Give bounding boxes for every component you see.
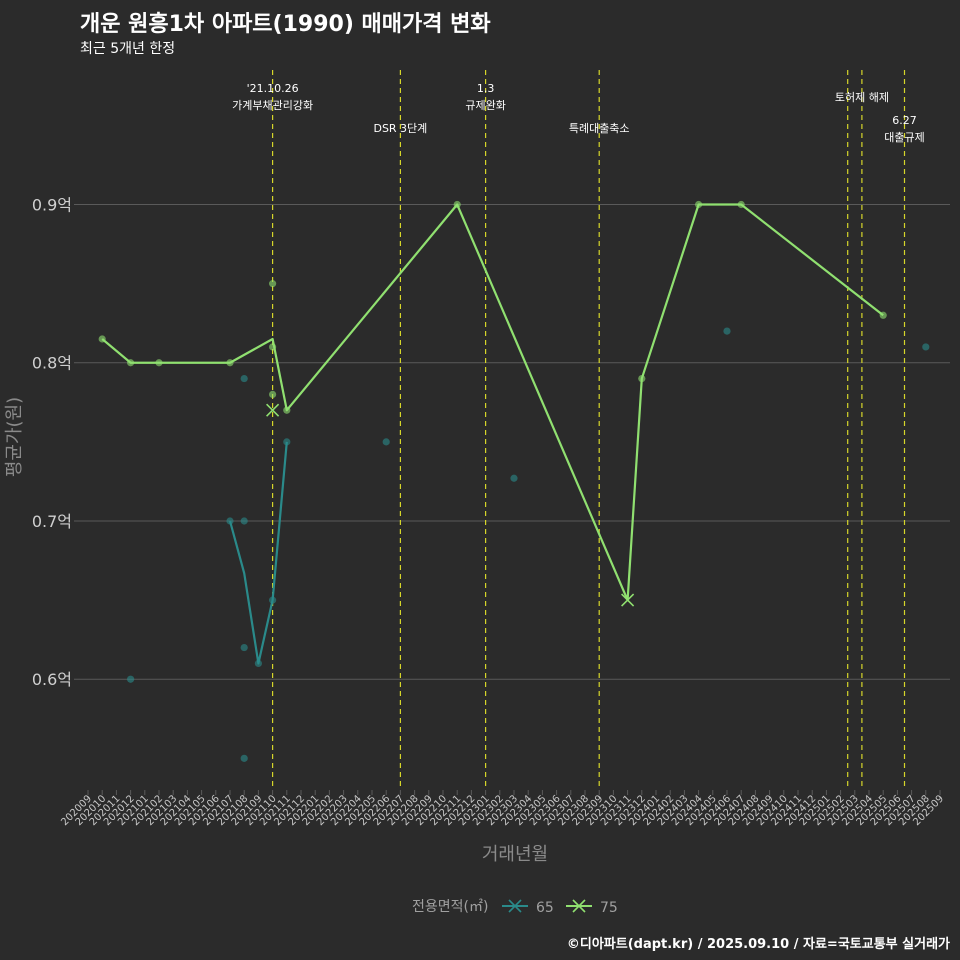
grid-lines xyxy=(80,204,950,680)
data-point-75 xyxy=(737,200,745,209)
series-layer xyxy=(98,200,930,762)
data-point-65 xyxy=(240,374,248,383)
data-point-65 xyxy=(269,596,277,604)
x-axis-title: 거래년월 xyxy=(482,844,548,865)
event-label: '21.10.26 xyxy=(247,82,299,95)
y-tick-label: 0.9억 xyxy=(32,196,72,215)
event-label: 규제완화 xyxy=(465,99,505,112)
data-point-75 xyxy=(269,343,277,351)
event-label: 토허제 해제 xyxy=(835,90,889,104)
legend-label: 65 xyxy=(536,900,554,916)
y-tick-label: 0.8억 xyxy=(32,354,72,373)
data-point-65 xyxy=(127,675,135,683)
data-point-75 xyxy=(226,359,234,367)
data-point-65 xyxy=(382,438,390,446)
data-point-65 xyxy=(283,438,291,446)
data-point-75 xyxy=(283,406,291,414)
event-label: 6.27 xyxy=(892,114,917,127)
cross-marker-75 xyxy=(621,593,635,607)
legend-item-65[interactable]: 65 xyxy=(502,899,554,916)
event-label: 1.3 xyxy=(477,82,495,95)
data-point-75 xyxy=(155,359,163,367)
legend-swatch-cross xyxy=(508,899,522,913)
data-point-75 xyxy=(269,390,277,398)
data-point-75 xyxy=(879,311,887,319)
cross-marker-75 xyxy=(266,403,280,417)
y-tick-label: 0.6억 xyxy=(32,670,72,689)
y-axis-ticks: 0.6억 0.7억 0.8억 0.9억 xyxy=(32,196,80,689)
cross-stroke xyxy=(621,593,635,607)
y-axis-title: 평균가(원) xyxy=(4,397,25,477)
legend-title: 전용면적(㎡) xyxy=(412,899,488,915)
series-line-65 xyxy=(228,441,288,665)
data-point-65 xyxy=(254,659,262,668)
series-line-75 xyxy=(101,203,884,602)
data-point-65 xyxy=(510,474,518,482)
data-point-75 xyxy=(127,359,135,367)
data-point-65 xyxy=(922,343,930,351)
event-label: 대출규제 xyxy=(884,131,924,144)
legend-swatch-cross xyxy=(572,899,586,913)
data-point-75 xyxy=(269,280,277,288)
cross-stroke xyxy=(266,403,280,417)
data-point-75 xyxy=(453,200,461,209)
data-point-75 xyxy=(695,200,703,209)
series-75 xyxy=(98,200,887,607)
x-axis-ticks: 2020092020102020112020122021012021022021… xyxy=(59,790,946,828)
chart-subtitle: 최근 5개년 한정 xyxy=(80,41,176,57)
y-tick-label: 0.7억 xyxy=(32,512,72,531)
series-65 xyxy=(127,327,930,762)
event-label: 특례대출축소 xyxy=(569,122,630,135)
chart-title: 개운 원흥1차 아파트(1990) 매매가격 변화 xyxy=(80,12,491,37)
data-point-65 xyxy=(240,517,248,525)
footer-credit: ©디아파트(dapt.kr) / 2025.09.10 / 자료=국토교통부 실… xyxy=(566,937,950,952)
event-label: 가계부채관리강화 xyxy=(232,99,313,112)
legend-item-75[interactable]: 75 xyxy=(566,899,618,916)
event-label: DSR 3단계 xyxy=(373,122,427,135)
data-point-75 xyxy=(638,374,646,383)
legend: 전용면적(㎡) 65 75 xyxy=(412,899,618,916)
data-point-65 xyxy=(240,643,248,652)
data-point-65 xyxy=(240,754,248,762)
legend-label: 75 xyxy=(600,900,618,916)
data-point-65 xyxy=(723,327,731,335)
data-point-75 xyxy=(98,335,106,343)
data-point-65 xyxy=(226,517,234,525)
